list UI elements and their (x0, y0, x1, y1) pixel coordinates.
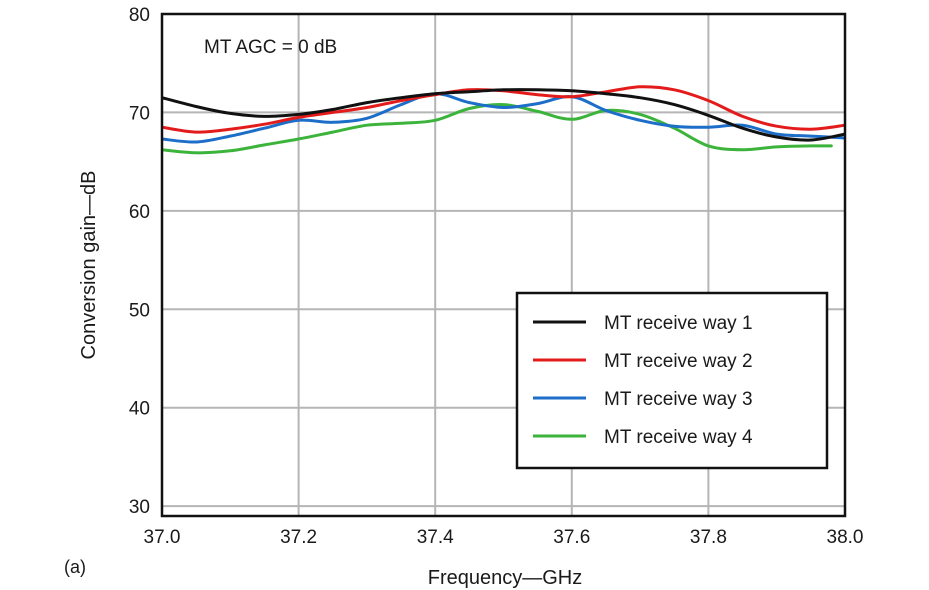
x-tick-label: 37.8 (690, 527, 727, 548)
y-tick-label: 30 (129, 497, 150, 518)
y-tick-label: 60 (129, 202, 150, 223)
series-line-way-1 (162, 88, 845, 142)
legend-label-way-3: MT receive way 3 (604, 389, 753, 410)
x-tick-label: 37.6 (553, 527, 590, 548)
series-layer (162, 85, 845, 155)
legend-label-way-4: MT receive way 4 (604, 427, 753, 448)
legend-label-way-2: MT receive way 2 (604, 351, 753, 372)
y-tick-label: 40 (129, 399, 150, 420)
x-tick-label: 38.0 (827, 527, 864, 548)
legend: MT receive way 1 MT receive way 2 MT recei… (515, 291, 829, 470)
x-tick-label: 37.2 (280, 527, 317, 548)
y-axis-title: Conversion gain—dB (78, 171, 100, 360)
x-axis-title: Frequency—GHz (428, 567, 583, 589)
x-tick-label: 37.4 (417, 527, 454, 548)
y-tick-labels: 30 40 50 60 70 80 (129, 5, 150, 518)
plot-frame (160, 12, 847, 518)
y-tick-label: 70 (129, 103, 150, 124)
series-line-way-4 (162, 103, 833, 155)
panel-label: (a) (64, 557, 86, 577)
agc-annotation: MT AGC = 0 dB (204, 37, 337, 58)
legend-label-way-1: MT receive way 1 (604, 313, 753, 334)
y-tick-label: 80 (129, 5, 150, 26)
x-tick-labels: 37.0 37.2 37.4 37.6 37.8 38.0 (144, 527, 864, 548)
x-tick-label: 37.0 (144, 527, 181, 548)
y-tick-label: 50 (129, 300, 150, 321)
